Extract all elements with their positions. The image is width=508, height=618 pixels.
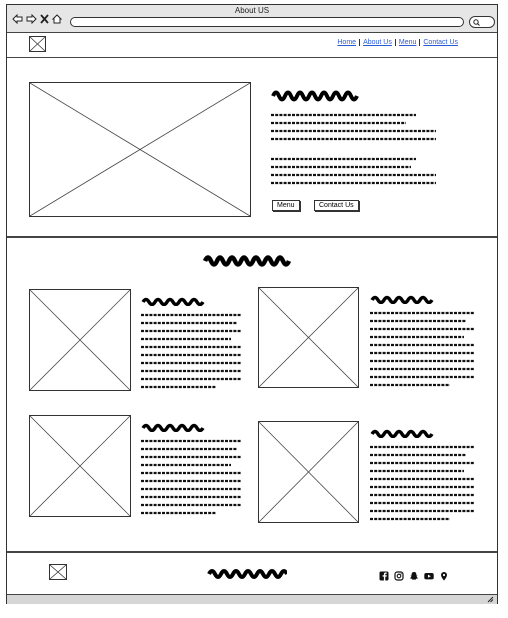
card-3-image-placeholder bbox=[29, 415, 131, 517]
card-4-heading-scribble bbox=[370, 429, 434, 438]
social-links bbox=[379, 568, 449, 581]
site-header: Home About Us Menu Contact Us bbox=[7, 33, 497, 58]
nav-link-home[interactable]: Home bbox=[337, 39, 357, 46]
card-3-heading-scribble bbox=[141, 423, 205, 432]
browser-titlebar: About US bbox=[7, 5, 497, 33]
search-button[interactable] bbox=[469, 16, 495, 28]
instagram-icon[interactable] bbox=[394, 568, 404, 581]
hero-section: Menu Contact Us bbox=[7, 58, 497, 238]
card-1-image-placeholder bbox=[29, 289, 131, 391]
card-1-text-scribble bbox=[141, 313, 241, 389]
snapchat-icon[interactable] bbox=[409, 568, 419, 580]
footer-brand-scribble bbox=[207, 569, 287, 579]
url-bar[interactable] bbox=[70, 17, 464, 27]
location-pin-icon[interactable] bbox=[439, 568, 449, 581]
card-4-text-scribble bbox=[370, 445, 474, 521]
nav-link-contact-us[interactable]: Contact Us bbox=[419, 39, 461, 46]
hero-paragraph-scribble bbox=[271, 113, 436, 185]
logo-placeholder[interactable] bbox=[29, 36, 46, 52]
forward-arrow-icon[interactable] bbox=[26, 14, 37, 24]
card-3-text-scribble bbox=[141, 439, 241, 515]
browser-statusbar bbox=[7, 595, 497, 604]
nav-link-menu[interactable]: Menu bbox=[394, 39, 420, 46]
nav-link-about-us[interactable]: About Us bbox=[359, 39, 395, 46]
resize-grip-icon[interactable] bbox=[487, 596, 494, 603]
hero-heading-scribble bbox=[271, 90, 359, 102]
back-arrow-icon[interactable] bbox=[12, 14, 23, 24]
browser-nav-buttons bbox=[12, 14, 62, 24]
card-2-image-placeholder bbox=[258, 287, 359, 388]
services-section bbox=[7, 238, 497, 553]
youtube-icon[interactable] bbox=[424, 568, 434, 580]
main-nav: Home About Us Menu Contact Us bbox=[334, 39, 461, 46]
contact-us-button[interactable]: Contact Us bbox=[314, 200, 359, 211]
browser-window: About US Home bbox=[6, 4, 498, 604]
hero-image-placeholder bbox=[29, 82, 251, 217]
window-title: About US bbox=[234, 6, 270, 15]
search-icon bbox=[473, 19, 480, 26]
card-4-image-placeholder bbox=[258, 421, 359, 523]
card-2-text-scribble bbox=[370, 311, 474, 387]
card-1-heading-scribble bbox=[141, 297, 205, 306]
services-heading-scribble bbox=[203, 255, 292, 267]
menu-button[interactable]: Menu bbox=[272, 200, 300, 211]
home-icon[interactable] bbox=[52, 14, 62, 24]
close-x-icon[interactable] bbox=[40, 14, 49, 24]
footer-logo-placeholder[interactable] bbox=[49, 564, 67, 580]
facebook-icon[interactable] bbox=[379, 568, 389, 581]
site-footer bbox=[7, 554, 497, 595]
card-2-heading-scribble bbox=[370, 295, 434, 304]
